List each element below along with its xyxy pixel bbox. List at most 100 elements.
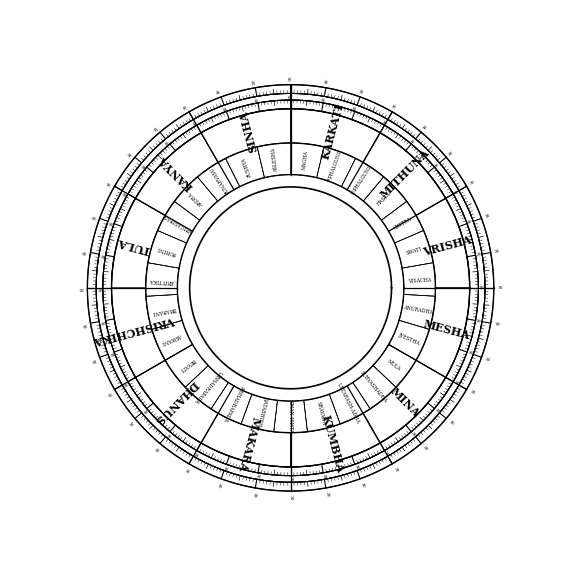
Polygon shape — [241, 394, 277, 431]
Text: 20: 20 — [164, 138, 171, 145]
Text: 20: 20 — [252, 78, 257, 84]
Text: 30: 30 — [452, 380, 459, 386]
Text: HASTA: HASTA — [376, 192, 392, 207]
Text: 10: 10 — [359, 482, 365, 488]
Text: 30: 30 — [498, 286, 503, 290]
Polygon shape — [226, 147, 264, 186]
Text: 10: 10 — [422, 124, 429, 131]
Text: 20: 20 — [494, 249, 500, 254]
Text: 30: 30 — [289, 477, 293, 482]
Polygon shape — [416, 288, 469, 377]
Text: 10: 10 — [99, 252, 105, 257]
Text: 30: 30 — [97, 286, 102, 290]
Polygon shape — [96, 93, 485, 482]
Text: MAGHA: MAGHA — [302, 149, 309, 170]
Text: 30: 30 — [192, 119, 198, 126]
Text: 20: 20 — [153, 124, 159, 131]
Polygon shape — [136, 360, 218, 443]
Text: VRISHA: VRISHA — [421, 234, 473, 258]
Polygon shape — [290, 109, 380, 162]
Text: 10: 10 — [353, 464, 359, 471]
Text: SWATI: SWATI — [405, 246, 423, 255]
Text: P-BHADRAPADA: P-BHADRAPADA — [222, 384, 244, 422]
Text: 30: 30 — [122, 380, 129, 386]
Text: 10: 10 — [467, 219, 473, 225]
Text: 10: 10 — [164, 431, 171, 438]
Text: DHANUS: DHANUS — [153, 378, 200, 426]
Polygon shape — [382, 201, 424, 243]
Text: 10: 10 — [216, 87, 222, 94]
Text: 10: 10 — [448, 420, 455, 426]
Polygon shape — [148, 230, 187, 268]
Text: 20: 20 — [476, 252, 482, 257]
Text: 10: 10 — [222, 105, 228, 112]
Text: 30: 30 — [122, 189, 129, 196]
Text: 20: 20 — [321, 473, 326, 479]
Text: 10: 10 — [252, 491, 257, 498]
Text: SINHA: SINHA — [238, 109, 260, 153]
Text: 10: 10 — [321, 96, 326, 103]
Text: 30: 30 — [289, 75, 293, 81]
Polygon shape — [388, 320, 429, 360]
Polygon shape — [185, 365, 229, 409]
Text: 20: 20 — [324, 491, 329, 498]
Text: SRAVANA: SRAVANA — [315, 401, 325, 426]
Text: 30: 30 — [392, 103, 399, 109]
Polygon shape — [395, 230, 433, 268]
Text: UTTARASH-ADHA: UTTARASH-ADHA — [336, 382, 361, 424]
Text: 30: 30 — [192, 450, 198, 457]
Text: 20: 20 — [434, 162, 441, 168]
Polygon shape — [211, 382, 252, 424]
Text: 30: 30 — [183, 466, 189, 473]
Text: CHITRA: CHITRA — [392, 216, 412, 230]
Text: 30: 30 — [78, 286, 83, 290]
Polygon shape — [175, 177, 218, 220]
Text: MESHA: MESHA — [422, 318, 472, 341]
Polygon shape — [402, 263, 435, 296]
Text: 30: 30 — [105, 180, 112, 186]
Text: MINA: MINA — [388, 386, 422, 419]
Text: 10: 10 — [141, 162, 147, 168]
Text: ASLESHA: ASLESHA — [272, 147, 280, 172]
Text: 30: 30 — [183, 103, 189, 109]
Polygon shape — [363, 177, 407, 220]
Polygon shape — [290, 143, 324, 178]
Text: 30: 30 — [469, 180, 476, 186]
Text: ANURADHA: ANURADHA — [403, 305, 433, 315]
Text: 20: 20 — [81, 322, 87, 327]
Text: 20: 20 — [448, 150, 455, 156]
Text: 30: 30 — [105, 390, 112, 396]
Text: 20: 20 — [422, 445, 429, 452]
Text: 10: 10 — [81, 249, 87, 254]
Polygon shape — [274, 400, 307, 433]
Text: 20: 20 — [359, 87, 365, 94]
Text: 20: 20 — [90, 213, 97, 219]
Text: 20: 20 — [216, 482, 222, 488]
Polygon shape — [341, 158, 384, 201]
Text: 30: 30 — [392, 466, 399, 473]
Text: KANYA: KANYA — [156, 154, 196, 193]
Text: 20: 20 — [467, 351, 473, 356]
Text: MITHUNA: MITHUNA — [378, 146, 432, 200]
Text: 20: 20 — [141, 408, 147, 414]
Polygon shape — [290, 413, 380, 467]
Text: 10: 10 — [494, 322, 500, 327]
Text: MRIGASIRAS: MRIGASIRAS — [163, 213, 194, 234]
Text: 10: 10 — [324, 78, 329, 84]
Text: SATABHISHA: SATABHISHA — [255, 397, 267, 430]
Polygon shape — [399, 295, 435, 329]
Text: MAKARA: MAKARA — [236, 416, 261, 473]
Text: 10: 10 — [90, 357, 97, 363]
Text: JYESTHA: JYESTHA — [397, 332, 421, 346]
Text: U-PHALGUNI: U-PHALGUNI — [350, 165, 373, 196]
Text: 30: 30 — [383, 119, 390, 126]
Polygon shape — [103, 100, 479, 475]
Polygon shape — [87, 84, 494, 491]
Text: ARDRA: ARDRA — [188, 192, 205, 207]
Polygon shape — [304, 394, 340, 431]
Polygon shape — [416, 198, 469, 288]
Text: 30: 30 — [479, 286, 484, 290]
Polygon shape — [87, 84, 494, 491]
Text: 10: 10 — [434, 408, 441, 414]
Text: U-BHADRAPADA: U-BHADRAPADA — [193, 369, 223, 404]
